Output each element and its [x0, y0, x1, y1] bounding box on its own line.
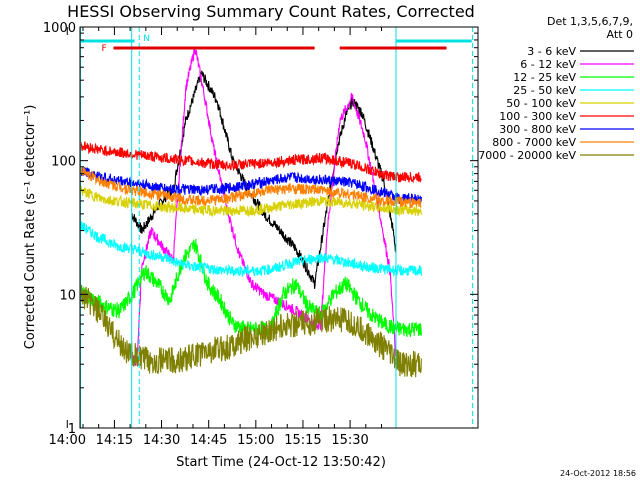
y-axis-label: Corrected Count Rate (s⁻¹ detector⁻¹) — [23, 105, 38, 350]
flag-label-F: F — [101, 44, 106, 54]
series-line-7 — [80, 166, 422, 209]
legend-label-7: 800 - 7000 keV — [492, 136, 576, 149]
legend-header-1: Det 1,3,5,6,7,9, — [547, 15, 633, 28]
series-line-3 — [80, 221, 422, 278]
legend-header-2: Att 0 — [607, 28, 633, 41]
x-tick-label-4: 15:00 — [237, 433, 274, 448]
y-tick-label-1: 10 — [59, 288, 76, 303]
legend-label-0: 3 - 6 keV — [527, 45, 576, 58]
legend-label-4: 50 - 100 keV — [506, 97, 576, 110]
x-tick-label-2: 14:30 — [143, 433, 180, 448]
series-line-1 — [131, 47, 397, 366]
legend-label-8: 7000 - 20000 keV — [478, 149, 576, 162]
legend-label-6: 300 - 800 keV — [499, 123, 576, 136]
x-tick-label-1: 14:15 — [96, 433, 133, 448]
y-tick-label-2: 100 — [51, 155, 76, 170]
legend-label-1: 6 - 12 keV — [520, 58, 576, 71]
series-line-5 — [80, 141, 422, 184]
x-tick-label-3: 14:45 — [190, 433, 227, 448]
x-tick-label-0: 14:00 — [49, 433, 86, 448]
x-axis-label: Start Time (24-Oct-12 13:50:42) — [176, 455, 386, 470]
series-line-4 — [80, 186, 422, 218]
x-tick-label-5: 15:15 — [284, 433, 321, 448]
legend-label-3: 25 - 50 keV — [513, 84, 576, 97]
y-tick-label-3: 1000 — [43, 21, 76, 36]
series-line-8 — [80, 284, 422, 378]
y-tick-label-0: 1 — [68, 422, 76, 437]
flag-label-N: N — [143, 34, 150, 44]
x-tick-label-6: 15:30 — [331, 433, 368, 448]
plot-frame — [79, 26, 479, 429]
legend-label-2: 12 - 25 keV — [513, 71, 576, 84]
legend-label-5: 100 - 300 keV — [499, 110, 576, 123]
footer-timestamp: 24-Oct-2012 18:56 — [560, 469, 636, 478]
series-line-6 — [80, 166, 422, 204]
chart-title: HESSI Observing Summary Count Rates, Cor… — [67, 2, 475, 21]
